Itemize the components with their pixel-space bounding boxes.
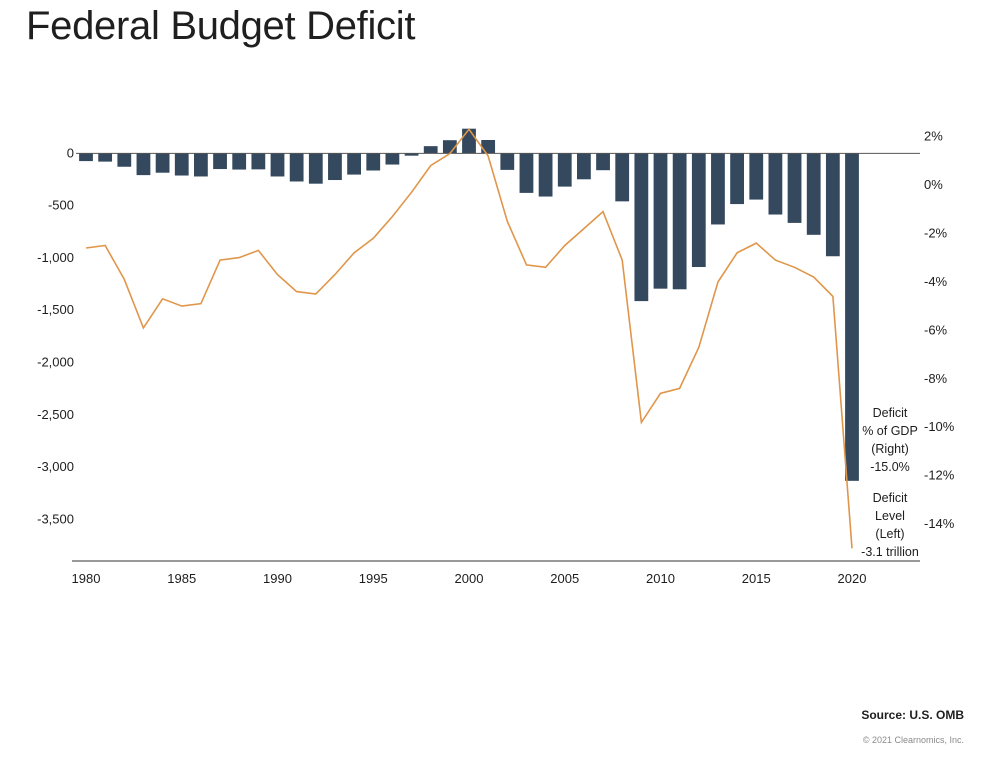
x-axis-ticks: 1980 1985 1990 1995 2000 2005 2010 2015 2020 (72, 571, 867, 586)
deficit-bar (213, 153, 227, 170)
deficit-bar (653, 153, 668, 289)
x-tick-label: 1995 (359, 571, 388, 586)
x-tick-label: 2010 (646, 571, 675, 586)
deficit-bar (500, 153, 515, 170)
deficit-bar (691, 153, 706, 268)
deficit-bar (806, 153, 821, 235)
deficit-bar (634, 153, 649, 302)
x-tick-label: 2020 (838, 571, 867, 586)
deficit-bar (194, 153, 208, 177)
federal-deficit-chart: 0 -500 -1,000 -1,500 -2,000 -2,500 -3,000 -3,50… (37, 127, 955, 586)
deficit-bar (596, 153, 610, 171)
deficit-bar (749, 153, 764, 200)
deficit-bar (174, 153, 189, 176)
right-tick-label: -14% (924, 516, 955, 531)
deficit-bar (347, 153, 361, 175)
left-tick-label: -500 (48, 198, 74, 213)
deficit-bar (481, 139, 496, 154)
deficit-bar (366, 153, 381, 171)
right-tick-label: -2% (924, 225, 948, 240)
right-tick-label: 2% (924, 129, 943, 144)
x-tick-label: 2000 (455, 571, 484, 586)
level-annotation-line: -3.1 trillion (861, 545, 919, 559)
deficit-bar (289, 153, 304, 182)
deficit-bar (845, 153, 859, 481)
chart-title: Federal Budget Deficit (26, 4, 416, 48)
right-tick-label: -12% (924, 468, 955, 483)
pct-annotation-line: -15.0% (870, 460, 910, 474)
deficit-bar (232, 153, 247, 170)
deficit-bar (251, 153, 266, 170)
deficit-bar (538, 153, 553, 197)
deficit-bar (308, 153, 323, 184)
deficit-bar (730, 153, 744, 205)
right-tick-label: -4% (924, 274, 948, 289)
left-tick-label: -1,500 (37, 302, 74, 317)
right-tick-label: -10% (924, 419, 955, 434)
deficit-bar (117, 153, 132, 167)
right-tick-label: -6% (924, 322, 948, 337)
deficit-bar (136, 153, 151, 176)
left-tick-label: -3,500 (37, 511, 74, 526)
deficit-level-bars (79, 128, 859, 481)
pct-annotation-line: % of GDP (862, 424, 918, 438)
deficit-bar (404, 153, 419, 156)
x-tick-label: 2015 (742, 571, 771, 586)
copyright-note: © 2021 Clearnomics, Inc. (862, 735, 964, 745)
x-tick-label: 1980 (72, 571, 101, 586)
pct-annotation-line: Deficit (873, 406, 908, 420)
series-annotations: Deficit % of GDP (Right) -15.0% Deficit Level… (861, 406, 919, 559)
deficit-bar (825, 153, 840, 257)
level-annotation-line: Level (875, 509, 905, 523)
deficit-bar (557, 153, 572, 187)
left-tick-label: -1,000 (37, 250, 74, 265)
deficit-bar (615, 153, 630, 202)
deficit-bar (385, 153, 400, 165)
deficit-bar (672, 153, 687, 290)
right-tick-label: -8% (924, 371, 948, 386)
left-axis-ticks: 0 -500 -1,000 -1,500 -2,000 -2,500 -3,000 -3,50… (37, 145, 74, 526)
deficit-bar (98, 153, 113, 162)
deficit-bar (787, 153, 802, 223)
deficit-pct-gdp-line (85, 127, 853, 549)
x-tick-label: 1990 (263, 571, 292, 586)
deficit-bar (577, 153, 591, 180)
left-tick-label: -2,500 (37, 407, 74, 422)
right-axis-ticks: 2% 0% -2% -4% -6% -8% -10% -12% -14% (924, 129, 955, 532)
deficit-bar (155, 153, 170, 173)
deficit-bar (270, 153, 285, 177)
deficit-bar (768, 153, 783, 215)
left-tick-label: -2,000 (37, 354, 74, 369)
deficit-bar (711, 153, 725, 225)
deficit-bar (79, 153, 93, 162)
left-tick-label: -3,000 (37, 459, 74, 474)
right-tick-label: 0% (924, 177, 943, 192)
x-tick-label: 2005 (550, 571, 579, 586)
level-annotation-line: (Left) (875, 527, 904, 541)
deficit-bar (519, 153, 534, 193)
source-note: Source: U.S. OMB (861, 708, 964, 722)
left-tick-label: 0 (67, 145, 74, 160)
x-tick-label: 1985 (167, 571, 196, 586)
deficit-bar (328, 153, 342, 181)
deficit-bar (423, 146, 438, 154)
pct-annotation-line: (Right) (871, 442, 909, 456)
level-annotation-line: Deficit (873, 491, 908, 505)
deficit-bar (462, 128, 476, 154)
